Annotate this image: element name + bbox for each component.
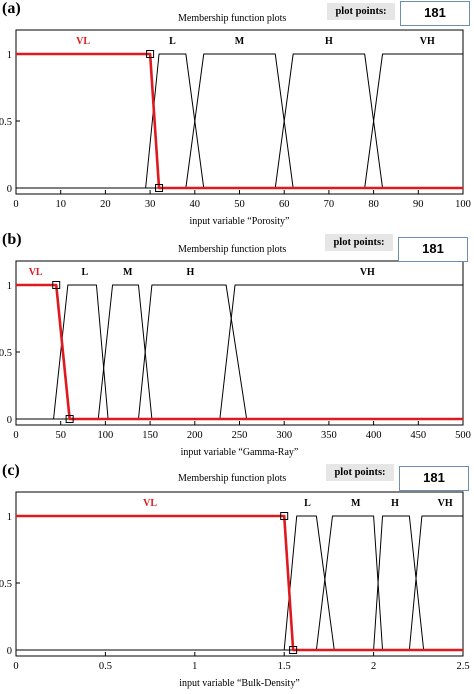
x-tick-label: 1.5 (278, 661, 291, 672)
y-tick-label: 0.5 (0, 579, 12, 590)
panel-b: 0 50 100 150 200 250 300 350 400 450 500 0 0.5 1 input… (0, 231, 474, 462)
plot-title: Membership function plots (178, 13, 287, 24)
y-tick-label: 0 (7, 646, 12, 657)
y-tick-label: 0.5 (0, 117, 12, 128)
x-tick-label: 70 (324, 199, 335, 210)
mf-label-h: H (325, 36, 333, 47)
mf-curve-vl[interactable] (16, 283, 463, 421)
mf-label-m: M (235, 36, 245, 47)
x-tick-label: 200 (187, 430, 203, 441)
x-tick-label: 300 (276, 430, 292, 441)
y-tick-label: 1 (7, 50, 12, 61)
x-tick-label: 150 (142, 430, 158, 441)
chart-c: 0 0.5 1 1.5 2 2.5 0 0.5 1 input variable “Bulk-De… (0, 491, 470, 689)
x-tick-label: 350 (321, 430, 337, 441)
x-tick-label: 100 (455, 199, 471, 210)
x-tick-label: 1 (192, 661, 197, 672)
plot-points-input[interactable]: 181 (398, 237, 468, 262)
plot-points-label: plot points: (326, 464, 394, 481)
y-tick-label: 1 (7, 281, 12, 292)
plot-frame (15, 29, 464, 195)
plot-points-input[interactable]: 181 (399, 466, 469, 491)
plot-title: Membership function plots (178, 244, 287, 255)
x-tick-label: 0 (13, 661, 18, 672)
mf-curve-vl[interactable] (16, 514, 463, 652)
plot-frame (15, 491, 464, 657)
chart-a: 0 10 20 30 40 50 60 70 80 90 100 0 0.5 1 input variabl… (0, 29, 471, 227)
x-axis-label: input variable “Porosity” (190, 216, 290, 227)
mf-label-vh: VH (420, 36, 435, 47)
mf-vertex-marker[interactable] (65, 415, 74, 423)
mf-label-vh: VH (438, 498, 453, 509)
panel-a: 0 10 20 30 40 50 60 70 80 90 100 0 0.5 1 input variabl… (0, 0, 474, 231)
x-tick-label: 60 (279, 199, 290, 210)
x-tick-label: 80 (368, 199, 379, 210)
mf-label-m: M (351, 498, 361, 509)
mf-label-vl: VL (29, 267, 43, 278)
mf-label-l: L (82, 267, 89, 278)
x-tick-label: 0.5 (99, 661, 112, 672)
x-tick-label: 0 (13, 199, 18, 210)
y-tick-label: 0.5 (0, 348, 12, 359)
mf-label-h: H (391, 498, 399, 509)
chart-b: 0 50 100 150 200 250 300 350 400 450 500 0 0.5 1 input… (0, 260, 471, 458)
plot-points-label: plot points: (327, 3, 395, 20)
y-tick-label: 1 (7, 512, 12, 523)
x-tick-label: 40 (190, 199, 201, 210)
x-tick-label: 100 (98, 430, 114, 441)
plot-title: Membership function plots (178, 473, 287, 484)
panel-c: 0 0.5 1 1.5 2 2.5 0 0.5 1 input variable “Bulk-De… (0, 462, 474, 693)
x-tick-label: 400 (366, 430, 382, 441)
x-tick-label: 500 (455, 430, 471, 441)
mf-vertex-marker[interactable] (146, 50, 155, 58)
mf-vertex-marker[interactable] (280, 512, 289, 520)
mf-label-l: L (169, 36, 176, 47)
y-tick-label: 0 (7, 184, 12, 195)
x-tick-label: 2.5 (456, 661, 469, 672)
x-axis-label: input variable “Gamma-Ray” (181, 447, 299, 458)
mf-curve-vh[interactable] (16, 515, 463, 651)
panel-label: (c) (2, 462, 20, 479)
plot-points-label: plot points: (325, 234, 393, 251)
mf-label-vl: VL (143, 498, 157, 509)
panel-label: (b) (2, 231, 22, 248)
x-tick-label: 50 (234, 199, 245, 210)
x-tick-label: 450 (410, 430, 426, 441)
mf-label-l: L (304, 498, 311, 509)
mf-label-h: H (186, 267, 194, 278)
y-tick-label: 0 (7, 415, 12, 426)
x-tick-label: 20 (100, 199, 111, 210)
plot-frame (15, 260, 464, 426)
mf-label-m: M (123, 267, 133, 278)
x-tick-label: 10 (55, 199, 66, 210)
mf-vertex-marker[interactable] (52, 281, 61, 289)
mf-curve-vl[interactable] (16, 52, 463, 190)
x-tick-label: 0 (13, 430, 18, 441)
x-axis-label: input variable “Bulk-Density” (179, 678, 300, 689)
x-tick-label: 90 (413, 199, 424, 210)
mf-label-vl: VL (76, 36, 90, 47)
mf-vertex-marker[interactable] (289, 646, 298, 654)
panel-label: (a) (2, 0, 21, 17)
x-tick-label: 50 (55, 430, 66, 441)
mf-vertex-marker[interactable] (155, 184, 164, 192)
x-tick-label: 2 (371, 661, 376, 672)
plot-points-input[interactable]: 181 (400, 1, 470, 26)
x-tick-label: 250 (232, 430, 248, 441)
mf-label-vh: VH (360, 267, 375, 278)
x-tick-label: 30 (145, 199, 156, 210)
